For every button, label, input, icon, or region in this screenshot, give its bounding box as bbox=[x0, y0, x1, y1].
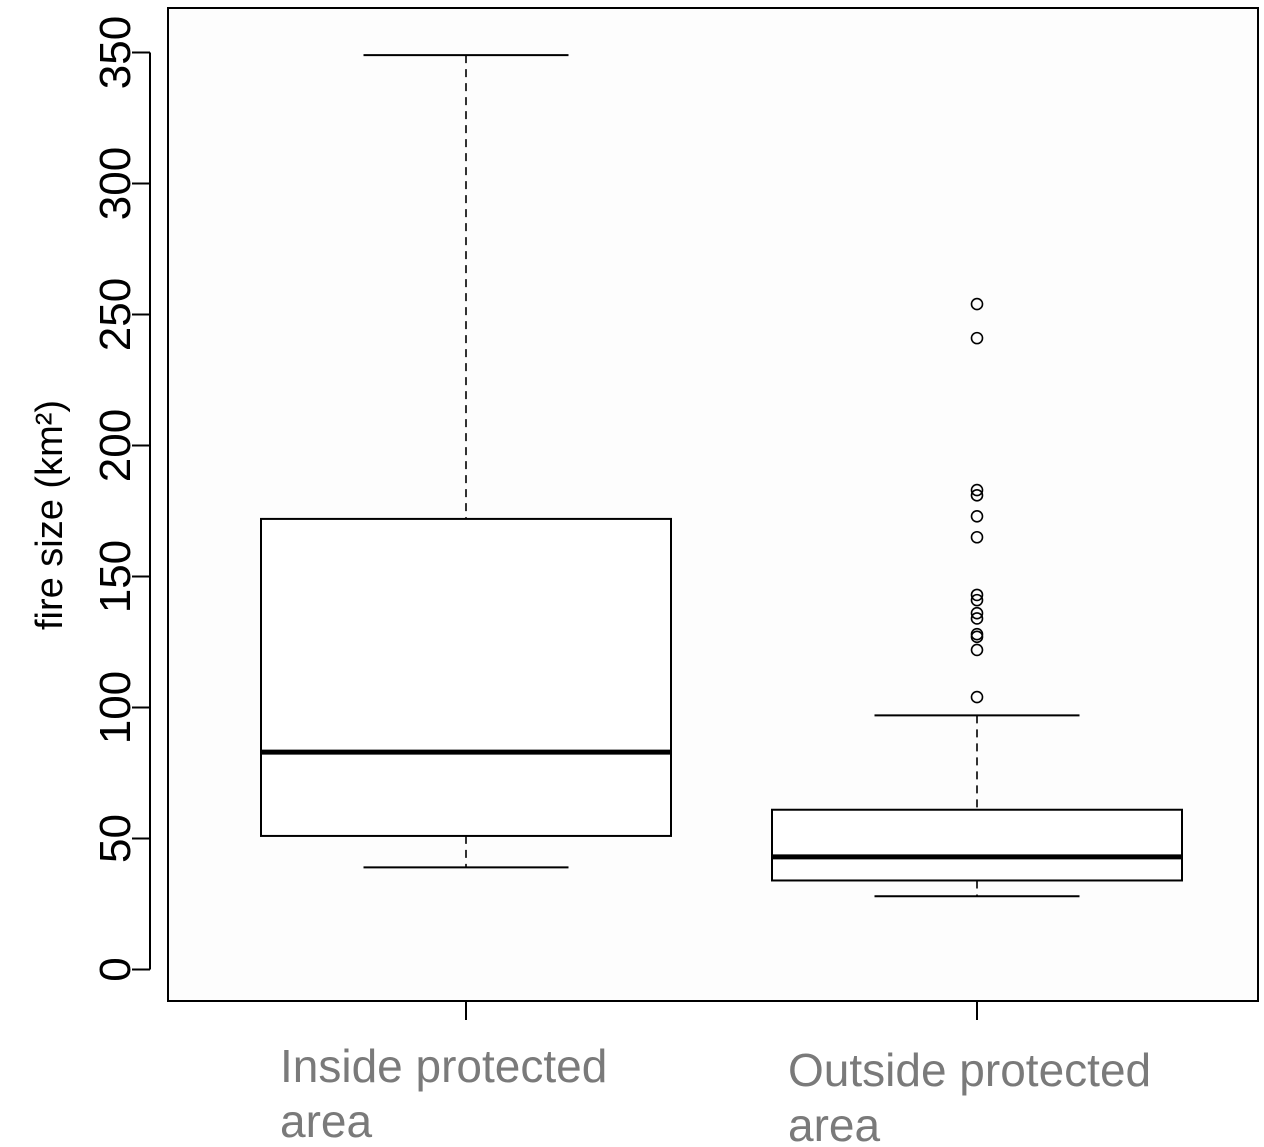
outlier-point bbox=[970, 483, 984, 497]
box-inside bbox=[260, 54, 672, 869]
y-tick-label: 300 bbox=[91, 147, 140, 220]
outlier-point bbox=[970, 331, 984, 345]
y-tick-label: 50 bbox=[91, 814, 140, 863]
interquartile-box bbox=[260, 517, 672, 837]
outlier-point bbox=[970, 489, 984, 502]
y-ticks: 0 50 100 150 200 250 300 350 bbox=[91, 16, 150, 982]
outlier-point bbox=[970, 297, 984, 311]
category-label-outside-line1: Outside protected bbox=[788, 1044, 1151, 1096]
category-label-outside-line2: area bbox=[788, 1099, 880, 1147]
outlier-point bbox=[970, 588, 984, 602]
outlier-point bbox=[970, 690, 984, 704]
x-ticks bbox=[465, 1001, 978, 1020]
y-tick-label: 0 bbox=[91, 957, 140, 981]
y-tick-label: 100 bbox=[91, 671, 140, 744]
y-tick-label: 350 bbox=[91, 16, 140, 89]
interquartile-box bbox=[771, 808, 1183, 882]
outlier-point bbox=[970, 627, 984, 641]
y-axis-title: fire size (km²) bbox=[29, 400, 71, 630]
y-tick-label: 200 bbox=[91, 409, 140, 482]
y-tick-label: 150 bbox=[91, 540, 140, 613]
outlier-point bbox=[970, 643, 984, 657]
outlier-point bbox=[970, 612, 984, 625]
box-outside bbox=[771, 297, 1183, 898]
outlier-point bbox=[970, 530, 984, 544]
outlier-point bbox=[970, 593, 984, 607]
outlier-point bbox=[970, 606, 984, 620]
boxes-group bbox=[260, 54, 1183, 898]
outlier-point bbox=[970, 509, 984, 523]
y-tick-label: 250 bbox=[91, 278, 140, 351]
category-label-inside-line2: area bbox=[280, 1095, 372, 1147]
category-label-inside-line1: Inside protected bbox=[280, 1040, 607, 1092]
